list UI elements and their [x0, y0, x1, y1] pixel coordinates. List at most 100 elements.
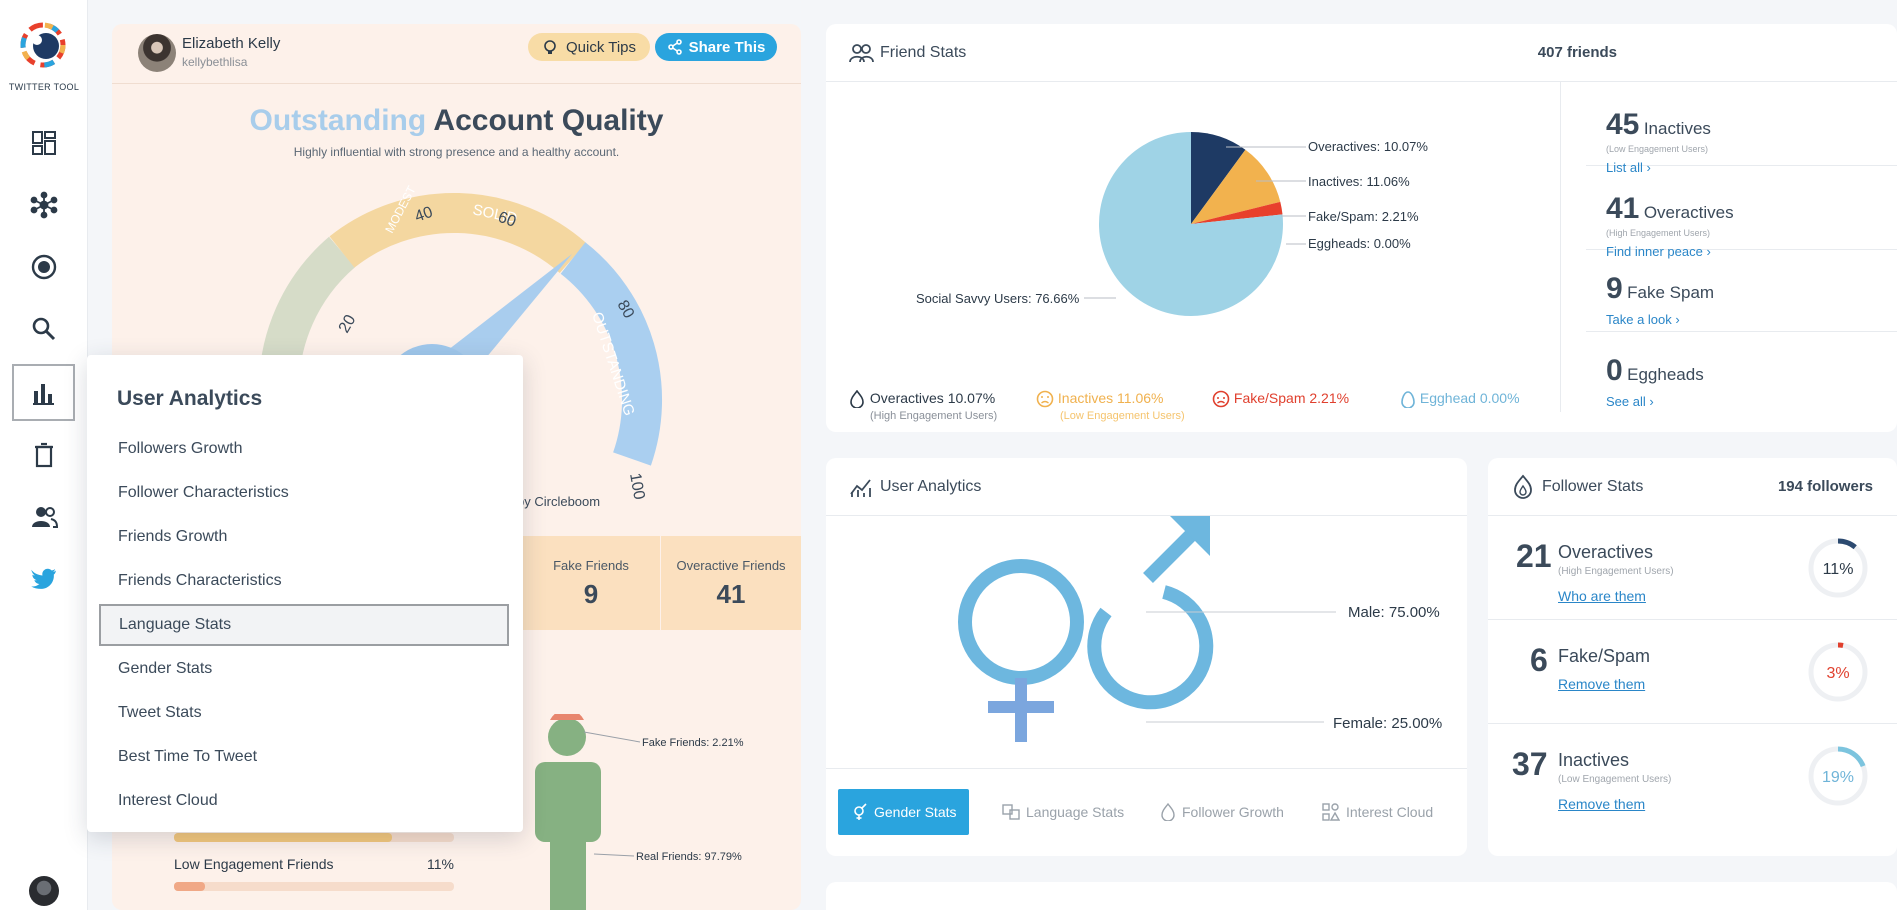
- search-icon[interactable]: [14, 302, 74, 356]
- pie-label-overactives: Overactives: 10.07%: [1308, 139, 1428, 154]
- profile-handle: kellybethlisa: [182, 55, 248, 69]
- female-label: Female: 25.00%: [1333, 715, 1443, 732]
- overactive-friends-value: 41: [716, 579, 746, 609]
- tab-follower-growth[interactable]: Follower Growth: [1160, 789, 1284, 835]
- figure-head: [548, 718, 586, 756]
- flame-icon: [1161, 803, 1175, 821]
- menu-item-friends-characteristics[interactable]: Friends Characteristics: [118, 572, 282, 589]
- user-avatar[interactable]: [29, 876, 59, 906]
- male-symbol-arrow: [1143, 523, 1203, 583]
- gauge-tick-100: 100: [626, 472, 647, 501]
- take-a-look-link[interactable]: Take a look ›: [1606, 312, 1680, 327]
- overactive-friends-stat: Overactive Friends 41: [661, 536, 801, 630]
- bar-chart-icon[interactable]: [12, 364, 75, 421]
- gauge-tick-60: 60: [496, 209, 519, 231]
- menu-item-interest-cloud[interactable]: Interest Cloud: [118, 792, 218, 809]
- remove-fake-link[interactable]: Remove them: [1558, 676, 1646, 692]
- tab-interest-cloud[interactable]: Interest Cloud: [1322, 789, 1433, 835]
- target-icon[interactable]: [14, 240, 74, 294]
- menu-item-gender-stats[interactable]: Gender Stats: [118, 660, 213, 677]
- gauge-tick-20: 20: [336, 312, 360, 336]
- analytics-icon: [850, 479, 871, 497]
- menu-item-friends-growth[interactable]: Friends Growth: [118, 528, 228, 545]
- fake-friends-value: 9: [583, 579, 599, 609]
- figure-real-label: Real Friends: 97.79%: [636, 851, 742, 863]
- follower-row-inactives: 37 Inactives (Low Engagement Users) Remo…: [1488, 724, 1897, 828]
- remove-inactives-link[interactable]: Remove them: [1558, 796, 1646, 812]
- female-symbol-cross: [988, 701, 1054, 713]
- see-all-link[interactable]: See all ›: [1606, 394, 1654, 409]
- profile-header: Elizabeth Kelly kellybethlisa Quick Tips…: [112, 24, 801, 84]
- legend-overactives-label: Overactives 10.07%: [869, 390, 996, 406]
- follower-inactives-sub: (Low Engagement Users): [1558, 774, 1672, 785]
- follower-stats-card: Follower Stats 194 followers 21 Overacti…: [1488, 458, 1897, 856]
- list-all-link[interactable]: List all ›: [1606, 160, 1651, 175]
- legend-inactives-sub: (Low Engagement Users): [1060, 410, 1185, 423]
- pie-slice-overactives: [1191, 132, 1246, 224]
- overactives-ring: 11%: [1808, 538, 1868, 598]
- profile-name: Elizabeth Kelly: [182, 35, 281, 52]
- network-icon[interactable]: [14, 178, 74, 232]
- friend-stats-divider: [1560, 82, 1561, 412]
- share-button[interactable]: Share This: [655, 33, 777, 61]
- male-label: Male: 75.00%: [1348, 604, 1440, 621]
- legend-egghead: Egghead 0.00%: [1400, 390, 1520, 410]
- tab-gender-stats[interactable]: Gender Stats: [838, 789, 969, 835]
- menu-item-language-stats[interactable]: Language Stats: [99, 604, 509, 646]
- friend-count: 407 friends: [1537, 44, 1617, 61]
- follower-stats-header: Follower Stats 194 followers: [1488, 458, 1897, 516]
- side-overactives-sub: (High Engagement Users): [1606, 228, 1711, 238]
- tab-gender-stats-label: Gender Stats: [874, 804, 957, 820]
- side-fake-label: Fake Spam: [1627, 283, 1715, 302]
- legend-overactives: Overactives 10.07% (High Engagement User…: [848, 389, 997, 422]
- follower-row-overactives: 21 Overactives (High Engagement Users) W…: [1488, 516, 1897, 620]
- tab-language-stats-label: Language Stats: [1026, 804, 1125, 820]
- app-logo[interactable]: [20, 22, 66, 68]
- quality-title-highlight: Outstanding: [249, 104, 427, 137]
- trash-icon[interactable]: [14, 428, 74, 482]
- inactives-ring: 19%: [1808, 746, 1868, 806]
- male-symbol-ring: [1087, 585, 1214, 710]
- find-inner-peace-link[interactable]: Find inner peace ›: [1606, 244, 1711, 259]
- pie-slice-inactives: [1191, 149, 1281, 224]
- flame-icon: [1514, 474, 1532, 499]
- side-stat-overactives: 41 Overactives (High Engagement Users) F…: [1586, 166, 1897, 259]
- sidebar: TWITTER TOOL: [0, 0, 88, 910]
- menu-item-followers-growth[interactable]: Followers Growth: [118, 440, 243, 457]
- translate-icon: [1002, 804, 1020, 820]
- menu-item-tweet-stats[interactable]: Tweet Stats: [118, 704, 202, 721]
- low-engagement-row: Low Engagement Friends 11%: [174, 856, 454, 872]
- tab-interest-cloud-label: Interest Cloud: [1346, 804, 1434, 820]
- tab-language-stats[interactable]: Language Stats: [1002, 789, 1124, 835]
- low-engagement-value: 11%: [427, 856, 454, 872]
- gender-icon: [854, 803, 867, 820]
- side-inactives-label: Inactives: [1643, 119, 1711, 138]
- follower-count: 194 followers: [1777, 478, 1873, 495]
- dashboard-icon[interactable]: [14, 116, 74, 170]
- bottom-card: [826, 882, 1897, 910]
- sad-face-icon: [1036, 390, 1054, 408]
- analytics-tabs: Gender Stats Language Stats Follower Gro…: [826, 768, 1467, 848]
- male-symbol-arrowhead: [1170, 516, 1210, 556]
- quick-tips-label: Quick Tips: [565, 38, 637, 56]
- overactive-friends-label: Overactive Friends: [676, 558, 786, 573]
- menu-item-follower-characteristics[interactable]: Follower Characteristics: [118, 484, 289, 501]
- side-inactives-sub: (Low Engagement Users): [1606, 144, 1709, 154]
- egg-icon: [1401, 391, 1415, 410]
- previous-bar-fill: [174, 833, 393, 842]
- pie-leader-lines: [1084, 146, 1306, 299]
- share-label: Share This: [688, 38, 766, 56]
- follower-overactives-num: 21: [1516, 538, 1552, 574]
- side-overactives-num: 41: [1606, 192, 1640, 225]
- pie-label-inactives: Inactives: 11.06%: [1308, 174, 1410, 189]
- by-circleboom: by Circleboom: [517, 494, 601, 509]
- pie-slice-fake: [1191, 201, 1283, 224]
- follower-overactives-label: Overactives: [1558, 542, 1654, 562]
- low-engagement-label: Low Engagement Friends: [174, 856, 334, 872]
- twitter-bird-icon[interactable]: [14, 552, 74, 606]
- users-icon[interactable]: [14, 490, 74, 544]
- gender-chart: [958, 516, 1336, 742]
- who-are-them-link[interactable]: Who are them: [1558, 588, 1646, 604]
- quick-tips-button[interactable]: Quick Tips: [528, 33, 650, 61]
- menu-item-best-time-to-tweet[interactable]: Best Time To Tweet: [118, 748, 258, 765]
